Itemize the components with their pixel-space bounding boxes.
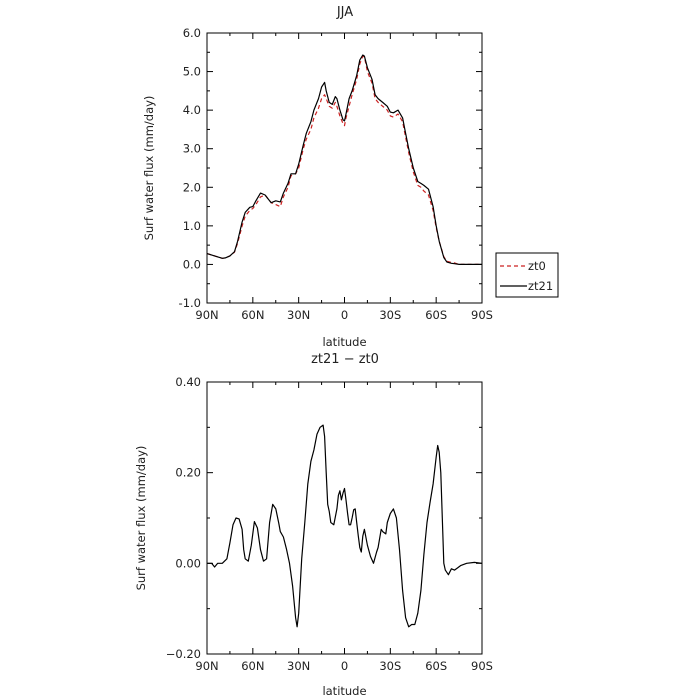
chart-title: zt21 − zt0: [311, 352, 379, 367]
chart-difference: zt21 − zt0 90N 60N 30N 0 30S 60S 90S −0.20 0.00 0…: [134, 352, 493, 698]
y-tick-label: 2.0: [183, 180, 201, 194]
plot-frame: [206, 381, 483, 655]
x-tick-label: 0: [341, 308, 348, 322]
x-tick-label: 90S: [471, 308, 493, 322]
y-tick-label: 6.0: [183, 26, 201, 40]
legend-box: [495, 252, 559, 298]
x-tick-label: 60S: [425, 659, 447, 673]
series-line-zt21: [206, 54, 482, 265]
x-axis-label: latitude: [322, 684, 366, 698]
y-tick-label: 0.20: [175, 466, 201, 480]
x-tick-label: 30N: [287, 659, 310, 673]
x-tick-label: 30S: [379, 308, 401, 322]
y-tick-label: -1.0: [179, 296, 201, 310]
chart-title: JJA: [336, 5, 353, 20]
x-tick-label: 60S: [425, 308, 447, 322]
x-tick-label: 30N: [287, 308, 310, 322]
y-tick-label: 4.0: [183, 103, 201, 117]
y-tick-label: 3.0: [183, 142, 201, 156]
x-tick-label: 60N: [241, 659, 264, 673]
x-tick-label: 90S: [471, 659, 493, 673]
legend-label-zt21: zt21: [528, 279, 553, 293]
y-tick-label: 5.0: [183, 65, 201, 79]
y-tick-label: 1.0: [183, 219, 201, 233]
series-line-zt0: [206, 55, 482, 265]
y-tick-label: 0.40: [175, 375, 201, 389]
y-tick-label: −0.20: [166, 647, 201, 661]
x-axis-label: latitude: [322, 335, 366, 349]
y-axis-label: Surf water flux (mm/day): [134, 446, 148, 591]
y-axis-label: Surf water flux (mm/day): [142, 96, 156, 241]
x-tick-label: 90N: [195, 659, 218, 673]
plot-frame: [206, 32, 483, 304]
y-tick-label: 0.00: [175, 556, 201, 570]
x-tick-label: 90N: [195, 308, 218, 322]
x-tick-label: 30S: [379, 659, 401, 673]
legend: zt0 zt21: [495, 252, 559, 298]
chart-jja: JJA 90N 60N 30N 0 30S 60S 90S -1.0 0.0 1.0 2.0 3.0 4…: [142, 5, 559, 349]
x-tick-label: 60N: [241, 308, 264, 322]
series-line-difference-0: [207, 424, 483, 628]
x-tick-label: 0: [341, 659, 348, 673]
y-tick-label: 0.0: [183, 257, 201, 271]
legend-label-zt0: zt0: [528, 259, 546, 273]
